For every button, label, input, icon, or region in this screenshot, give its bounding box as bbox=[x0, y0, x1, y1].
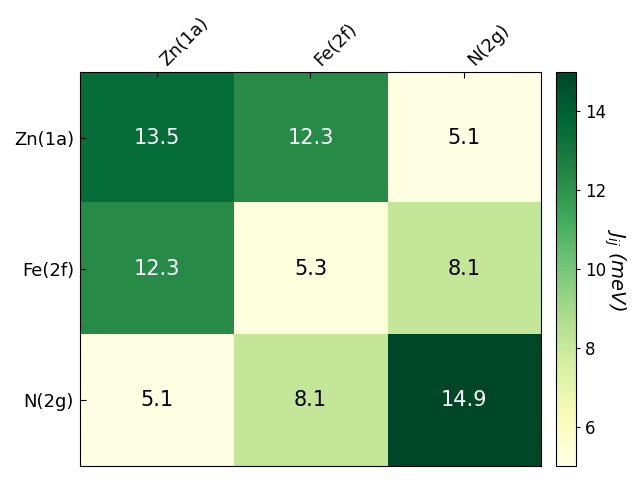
Text: 13.5: 13.5 bbox=[133, 128, 180, 148]
Text: 5.1: 5.1 bbox=[448, 128, 481, 148]
Text: 8.1: 8.1 bbox=[294, 390, 327, 410]
Text: 5.1: 5.1 bbox=[140, 390, 173, 410]
Text: 14.9: 14.9 bbox=[441, 390, 488, 410]
Text: 12.3: 12.3 bbox=[287, 128, 333, 148]
Text: 5.3: 5.3 bbox=[294, 259, 327, 279]
Text: 12.3: 12.3 bbox=[133, 259, 180, 279]
Text: 8.1: 8.1 bbox=[448, 259, 481, 279]
Y-axis label: $J_{ij}$ (meV): $J_{ij}$ (meV) bbox=[602, 228, 627, 311]
